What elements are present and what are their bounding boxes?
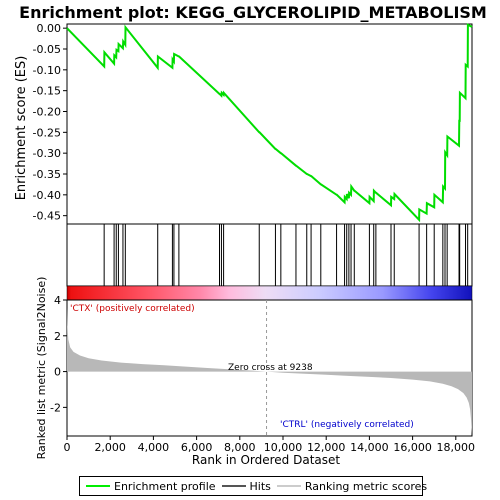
es-y-tick-label: -0.05 (33, 43, 61, 56)
legend-label-hits: Hits (249, 479, 271, 493)
legend-item-enrichment-profile: Enrichment profile (86, 480, 216, 493)
rank-color-bar (66, 285, 473, 301)
negative-correlation-label: 'CTRL' (negatively correlated) (280, 420, 414, 430)
x-tick-label: 6,000 (181, 441, 213, 454)
metric-y-tick-label: 2 (54, 330, 61, 343)
es-y-tick-label: -0.35 (33, 168, 61, 181)
ranking-metric-swatch (276, 485, 301, 487)
es-y-axis: 0.00 -0.05 -0.10 -0.15 -0.20 -0.25 -0.30 -0.35 -… (33, 22, 67, 223)
es-y-tick-label: -0.25 (33, 126, 61, 139)
metric-y-axis-label: Ranked list metric (Signal2Noise) (35, 277, 48, 460)
positive-correlation-label: 'CTX' (positively correlated) (70, 304, 195, 314)
es-panel-frame (66, 23, 473, 225)
es-y-tick-label: -0.20 (33, 106, 61, 119)
es-series-group (66, 23, 473, 223)
metric-y-tick-label: -2 (50, 401, 61, 414)
legend: Enrichment profile Hits Ranking metric s… (79, 476, 427, 496)
enrichment-profile-line (66, 23, 473, 223)
metric-y-tick-label: 0 (54, 366, 61, 379)
es-y-tick-label: 0.00 (37, 22, 62, 35)
enrichment-profile-swatch (86, 485, 110, 487)
legend-item-hits: Hits (221, 479, 271, 493)
legend-item-ranking-metric: Ranking metric scores (276, 479, 428, 493)
es-y-tick-label: -0.40 (33, 189, 61, 202)
x-axis-label: Rank in Ordered Dataset (192, 453, 340, 467)
ranking-metric-area (67, 307, 472, 435)
x-tick-label: 12,000 (307, 441, 346, 454)
es-y-tick-label: -0.15 (33, 85, 61, 98)
x-tick-label: 0 (64, 441, 71, 454)
x-tick-label: 4,000 (138, 441, 170, 454)
metric-y-axis: 4 2 0 -2 (50, 294, 67, 414)
es-y-tick-label: -0.10 (33, 64, 61, 77)
x-tick-label: 2,000 (94, 441, 126, 454)
es-y-tick-label: -0.45 (33, 210, 61, 223)
hits-panel-frame (66, 223, 473, 287)
es-y-tick-label: -0.30 (33, 147, 61, 160)
x-tick-label: 16,000 (393, 441, 432, 454)
chart-title: Enrichment plot: KEGG_GLYCEROLIPID_METAB… (19, 3, 487, 22)
zero-cross-label: Zero cross at 9238 (228, 363, 313, 373)
metric-series-group (67, 300, 472, 436)
x-tick-label: 14,000 (350, 441, 389, 454)
metric-y-tick-label: 4 (54, 294, 61, 307)
x-tick-label: 18,000 (437, 441, 476, 454)
es-y-axis-label: Enrichment score (ES) (14, 56, 29, 201)
legend-label-ranking-metric: Ranking metric scores (304, 479, 428, 493)
x-tick-label: 10,000 (264, 441, 303, 454)
hits-swatch (221, 485, 246, 487)
x-axis: 0 2,000 4,000 6,000 8,000 10,000 12,000 14,000 1… (64, 436, 476, 454)
x-tick-label: 8,000 (224, 441, 256, 454)
legend-label-enrichment-profile: Enrichment profile (114, 479, 216, 493)
hits-group (103, 224, 469, 286)
